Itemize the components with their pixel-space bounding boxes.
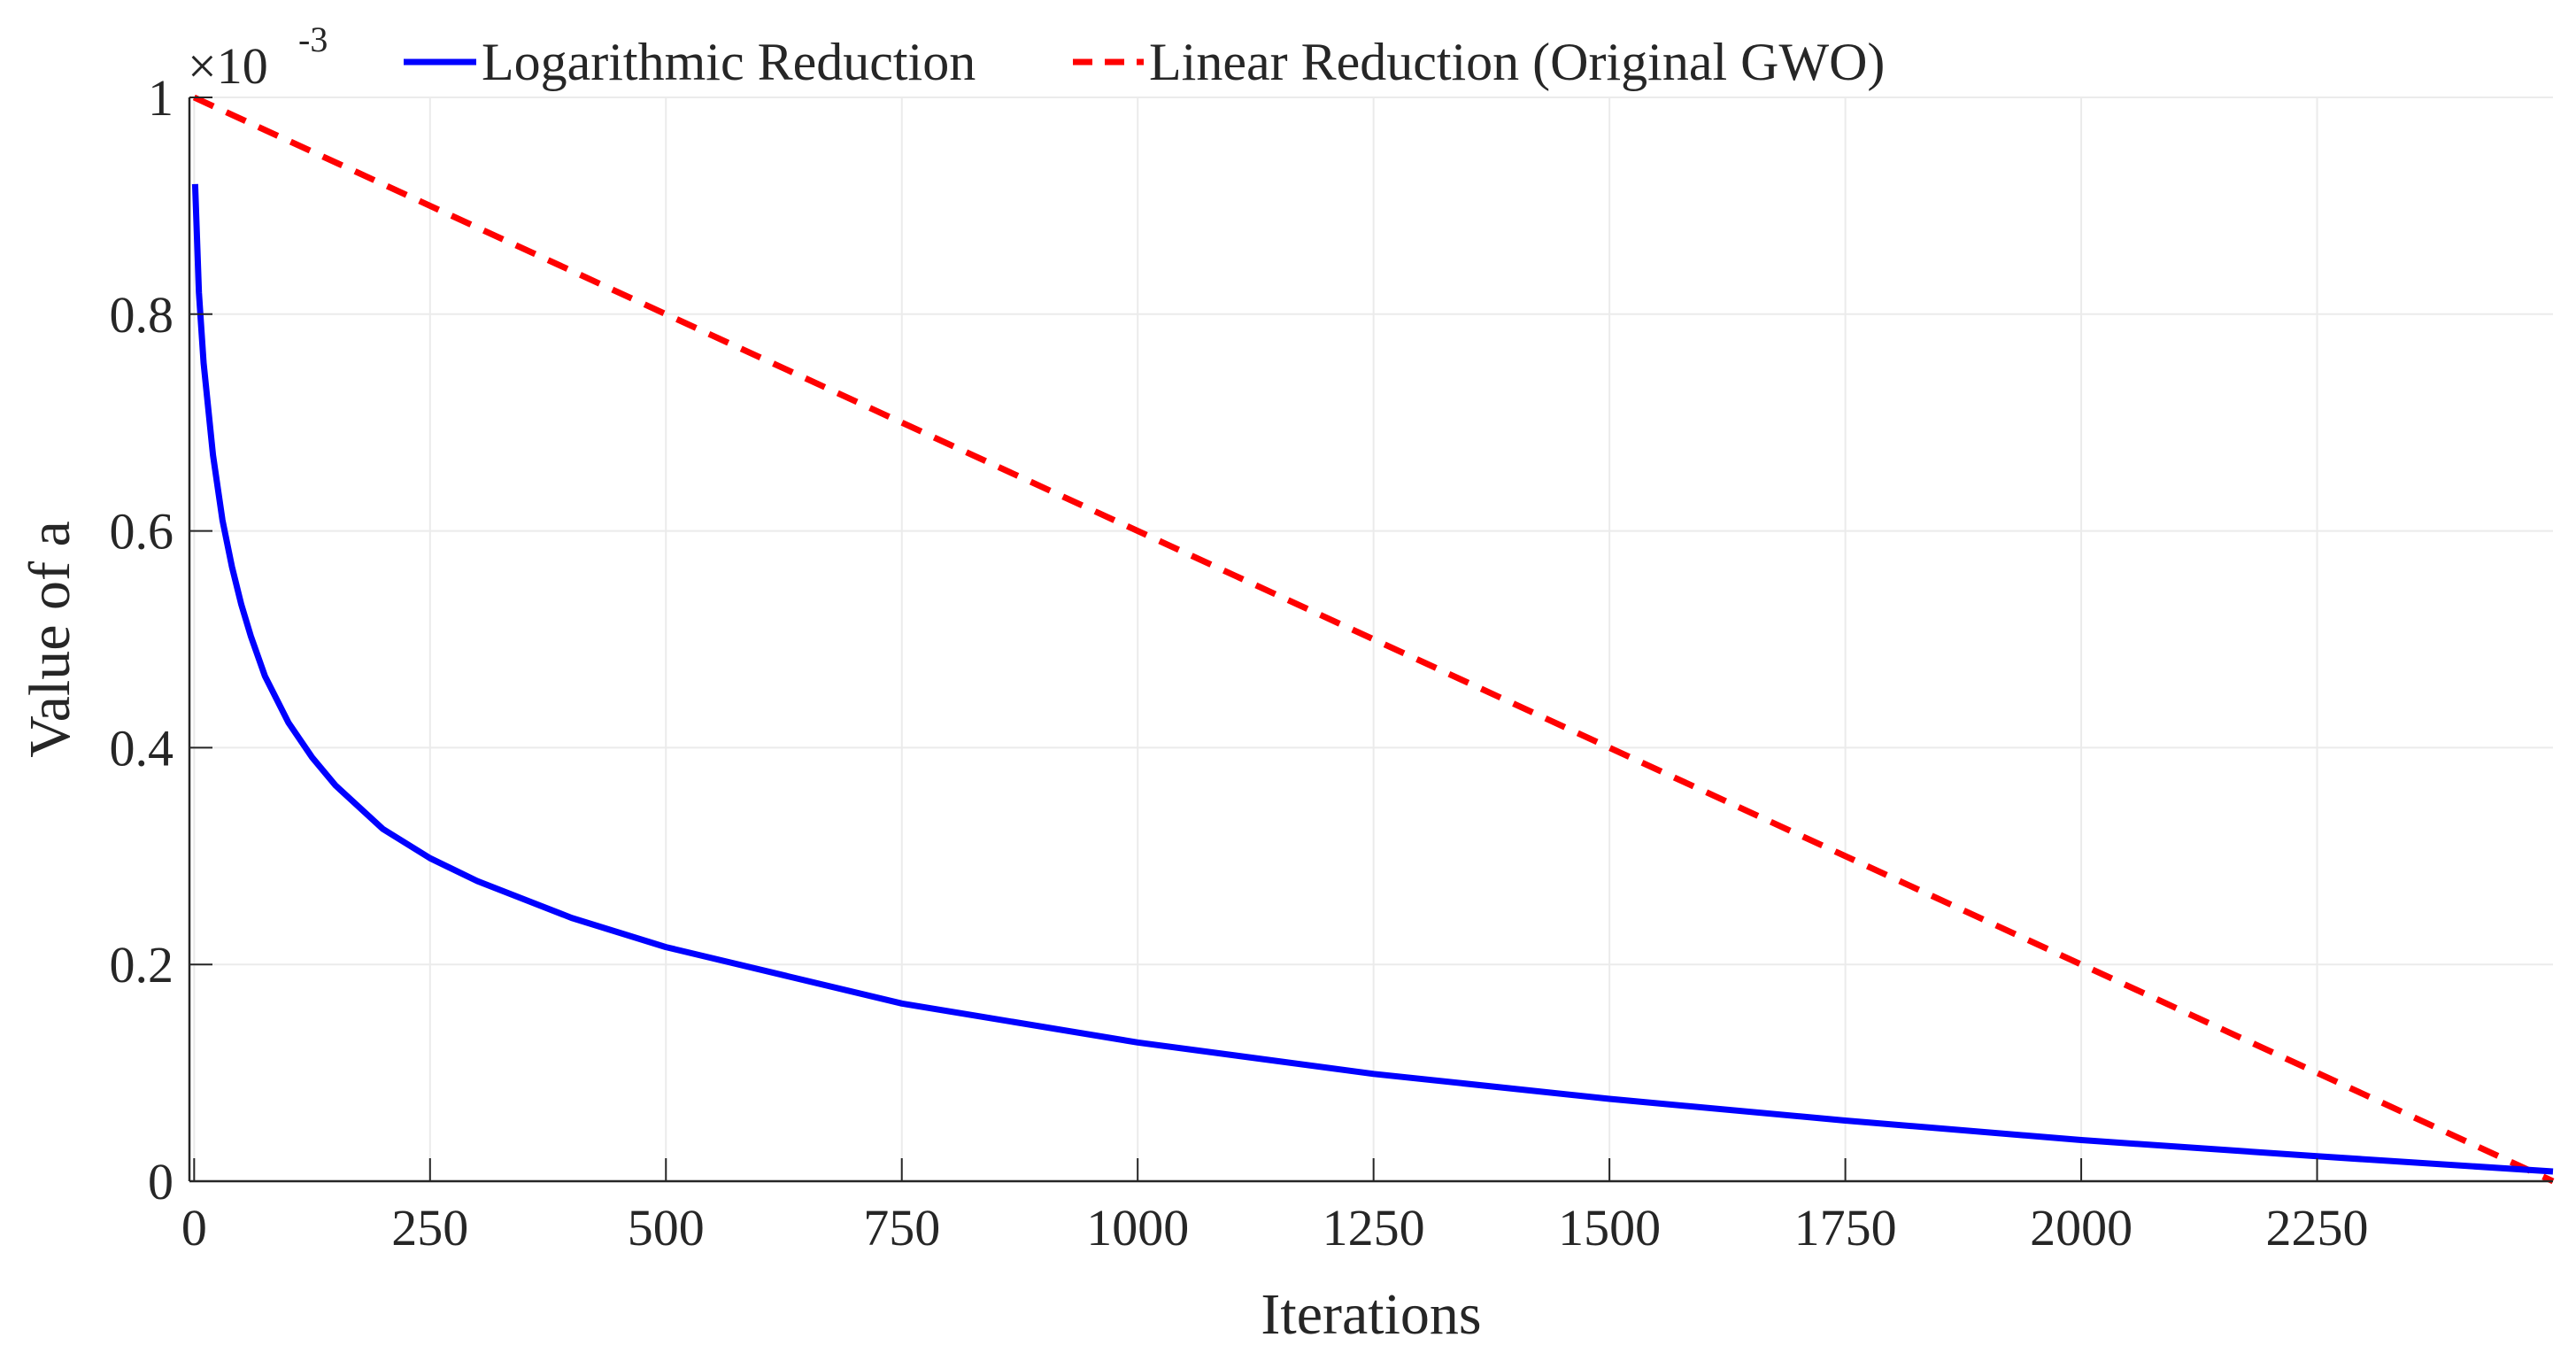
- series-line-logarithmic: [191, 183, 2554, 1175]
- plot-area: 0 250 500 750 1000 1250 1500 1750 2000 2250 00.20…: [110, 69, 2555, 1256]
- series-line-linear: [192, 94, 2555, 1185]
- y-ticks: 0 0.2 0.4 0.6 0.8 1: [110, 69, 212, 1210]
- x-tick-label: 0: [181, 1199, 207, 1256]
- legend-label-linear: Linear Reduction (Original GWO): [1149, 33, 1885, 91]
- x-tick-label: 1500: [1558, 1199, 1661, 1256]
- legend-label-logarithmic: Logarithmic Reduction: [482, 33, 976, 91]
- axes-lines: [188, 97, 2553, 1183]
- x-tick-label: 500: [628, 1199, 705, 1256]
- x-tick-label: 1000: [1086, 1199, 1189, 1256]
- y-exponent-power: -3: [298, 19, 328, 59]
- x-tick-label: 1250: [1323, 1199, 1425, 1256]
- y-tick-label: 0.8: [110, 286, 174, 344]
- legend: Logarithmic Reduction Linear Reduction (…: [404, 33, 1885, 91]
- y-tick-label: 0.6: [110, 503, 174, 561]
- y-tick-label: 0.2: [110, 936, 174, 993]
- x-tick-label: 750: [863, 1199, 940, 1256]
- y-tick-label: 1: [148, 69, 174, 127]
- x-tick-label: 2250: [2266, 1199, 2369, 1256]
- x-tick-label: 1750: [1794, 1199, 1897, 1256]
- x-tick-label: 2000: [2030, 1199, 2133, 1256]
- y-tick-label: 0.4: [110, 719, 174, 777]
- series-layer: [191, 94, 2555, 1185]
- y-exponent-label: ×10: [188, 37, 268, 95]
- y-axis-label: Value of a: [18, 521, 82, 758]
- x-ticks: 0 250 500 750 1000 1250 1500 1750 2000 2250: [181, 1158, 2369, 1256]
- y-tick-label: 0: [148, 1153, 174, 1210]
- x-axis-label: Iterations: [1261, 1282, 1481, 1347]
- x-tick-label: 250: [391, 1199, 468, 1256]
